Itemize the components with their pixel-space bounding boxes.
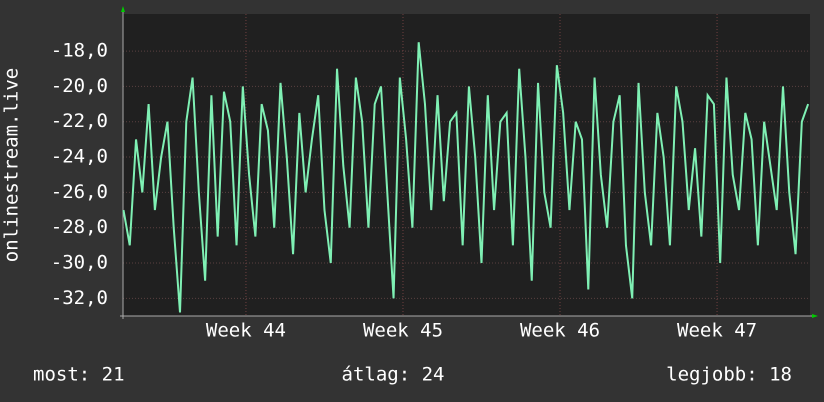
- y-tick-label: -22,0: [51, 110, 108, 132]
- y-tick-label: -24,0: [51, 146, 108, 168]
- x-tick-label: Week 47: [677, 320, 757, 342]
- y-tick-label: -26,0: [51, 181, 108, 203]
- stat-current: most: 21: [33, 364, 125, 386]
- y-axis-arrow: [121, 6, 125, 12]
- y-tick-label: -18,0: [51, 40, 108, 62]
- data-line: [122, 42, 810, 313]
- x-axis-arrow: [812, 314, 818, 318]
- y-tick-label: -20,0: [51, 75, 108, 97]
- x-tick-label: Week 45: [363, 320, 443, 342]
- stat-best: legjobb: 18: [666, 364, 792, 386]
- y-tick-label: -28,0: [51, 216, 108, 238]
- y-axis-label: onlinestream.live: [1, 68, 23, 262]
- stat-average: átlag: 24: [342, 364, 445, 386]
- x-tick-label: Week 46: [520, 320, 600, 342]
- x-tick-label: Week 44: [206, 320, 286, 342]
- y-tick-label: -32,0: [51, 287, 108, 309]
- y-tick-label: -30,0: [51, 252, 108, 274]
